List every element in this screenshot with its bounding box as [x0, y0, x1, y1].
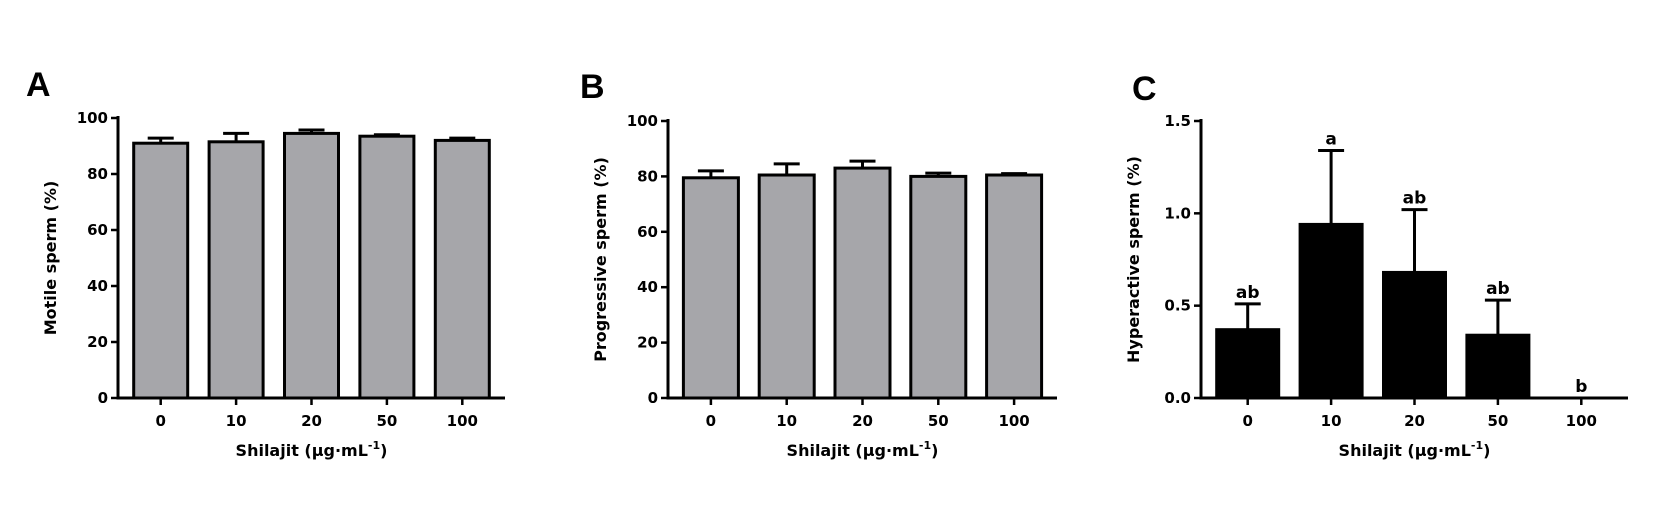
y-tick-label: 80 — [637, 167, 658, 185]
y-tick-label: 1.5 — [1164, 112, 1191, 130]
bar — [1465, 333, 1531, 400]
y-tick-label: 100 — [77, 109, 108, 127]
x-tick-label: 100 — [998, 412, 1029, 430]
bar — [283, 131, 340, 400]
y-tick-label: 60 — [637, 223, 658, 241]
x-tick-label: 20 — [301, 412, 322, 430]
bar — [985, 173, 1044, 400]
x-tick-label: 50 — [1487, 412, 1508, 430]
chart-panel-b: B 0 20 40 60 80 100 0 10 20 50 100 Shilajit (µg·mL-1… — [580, 68, 1057, 460]
y-axis-title: Motile sperm (%) — [41, 181, 60, 336]
bar — [681, 176, 740, 400]
y-axis-title: Progressive sperm (%) — [591, 157, 610, 362]
x-tick-label: 0 — [1242, 412, 1252, 430]
x-axis-title-suffix: ) — [380, 441, 387, 460]
y-tick-label: 60 — [87, 221, 108, 239]
panel-letter: B — [580, 68, 605, 106]
x-axis-title-main: Shilajit (µg·mL — [787, 441, 919, 460]
bar — [757, 173, 816, 400]
panel-letter: A — [26, 66, 51, 104]
bar — [358, 134, 416, 400]
y-tick-label: 0 — [648, 389, 658, 407]
x-tick-label: 0 — [155, 412, 165, 430]
significance-label: ab — [1486, 279, 1510, 299]
x-tick-label: 50 — [376, 412, 397, 430]
chart-panel-a: A 0 20 40 60 80 100 0 10 20 50 100 Shilajit (µg·mL-1… — [26, 66, 505, 460]
x-axis-title: Shilajit (µg·mL-1) — [236, 439, 388, 460]
x-tick-label: 10 — [226, 412, 247, 430]
bar — [1382, 270, 1447, 400]
x-tick-label: 100 — [447, 412, 478, 430]
y-tick-label: 0.0 — [1164, 389, 1191, 407]
x-tick-label: 0 — [706, 412, 716, 430]
significance-label: b — [1575, 377, 1587, 397]
x-axis-title-suffix: ) — [931, 441, 938, 460]
x-tick-label: 20 — [1404, 412, 1425, 430]
x-tick-label: 10 — [1321, 412, 1342, 430]
y-tick-label: 20 — [637, 334, 658, 352]
x-axis-title: Shilajit (µg·mL-1) — [787, 439, 939, 460]
significance-label: ab — [1236, 283, 1260, 303]
x-axis-title-main: Shilajit (µg·mL — [1339, 441, 1471, 460]
x-axis-title-main: Shilajit (µg·mL — [236, 441, 368, 460]
x-tick-label: 50 — [928, 412, 949, 430]
bar — [207, 140, 265, 400]
y-axis-title: Hyperactive sperm (%) — [1124, 156, 1143, 363]
bar — [433, 138, 491, 400]
y-tick-label: 100 — [627, 112, 658, 130]
y-tick-label: 0 — [98, 389, 108, 407]
significance-label: a — [1325, 130, 1336, 150]
bar — [909, 174, 968, 400]
x-tick-label: 20 — [852, 412, 873, 430]
chart-panel-c: Cab a ab ab b 0.0 0.5 1.0 1.5 0 10 20 50 100 Shilajit … — [1124, 70, 1628, 460]
bar — [833, 166, 892, 400]
x-axis-title: Shilajit (µg·mL-1) — [1339, 439, 1491, 460]
significance-label: ab — [1403, 189, 1427, 209]
bar — [1215, 328, 1281, 400]
y-tick-label: 80 — [87, 165, 108, 183]
bar — [132, 141, 190, 400]
x-tick-label: 10 — [776, 412, 797, 430]
y-tick-label: 0.5 — [1164, 297, 1191, 315]
y-tick-label: 40 — [87, 277, 108, 295]
y-tick-label: 1.0 — [1164, 204, 1191, 222]
y-tick-label: 20 — [87, 333, 108, 351]
x-axis-title-suffix: ) — [1483, 441, 1490, 460]
x-axis-title-superscript: -1 — [1471, 439, 1483, 452]
x-tick-label: 100 — [1566, 412, 1597, 430]
panel-letter: C — [1132, 70, 1157, 108]
bar — [1298, 222, 1364, 400]
y-tick-label: 40 — [637, 278, 658, 296]
x-axis-title-superscript: -1 — [919, 439, 931, 452]
x-axis-title-superscript: -1 — [368, 439, 380, 452]
